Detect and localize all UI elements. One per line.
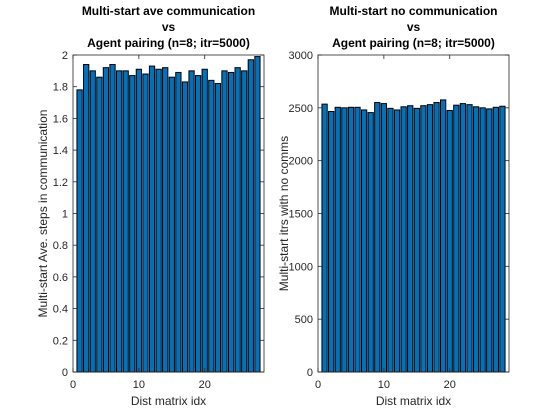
left-xlabel: Dist matrix idx	[131, 394, 206, 408]
right-bar-15	[413, 107, 420, 373]
left-bar-6	[109, 64, 116, 373]
right-ytick-label: 3000	[289, 50, 313, 62]
left-ytick-label: 1.8	[53, 82, 68, 94]
left-bar-28	[254, 56, 261, 373]
left-bar-16	[175, 71, 182, 373]
right-xtick-label: 20	[444, 379, 456, 391]
left-bar-13	[155, 68, 162, 373]
right-bar-20	[446, 109, 453, 373]
left-xtick-label: 20	[199, 379, 211, 391]
right-bar-8	[367, 112, 374, 373]
left-ytick-label: 0.4	[53, 304, 68, 316]
right-xlabel: Dist matrix idx	[376, 394, 451, 408]
right-bar-3	[334, 106, 341, 373]
right-ytick-label: 2500	[289, 103, 313, 115]
right-bar-14	[407, 105, 414, 373]
right-title-line-3: Agent pairing (n=8; itr=5000)	[332, 36, 495, 50]
left-ytick-label: 2	[62, 50, 68, 62]
left-bar-17	[181, 81, 189, 373]
left-ylabel: Multi-start Ave. steps in communication	[36, 110, 50, 318]
left-bar-11	[142, 73, 149, 373]
left-bar-24	[227, 71, 235, 373]
right-ytick-label: 1000	[289, 261, 313, 273]
right-bar-25	[479, 107, 486, 373]
right-xtick-label: 10	[378, 379, 390, 391]
left-xtick-label: 0	[70, 379, 76, 391]
left-bar-15	[168, 76, 175, 373]
right-bar-4	[341, 107, 348, 373]
right-bar-17	[426, 104, 434, 373]
right-bar-5	[347, 106, 355, 373]
right-bar-24	[472, 106, 480, 373]
left-title-line-2: vs	[162, 20, 176, 34]
left-ytick-label: 0.6	[53, 272, 68, 284]
left-bar-25	[234, 67, 241, 373]
right-bar-19	[440, 99, 447, 373]
right-bar-16	[420, 105, 427, 373]
right-bar-2	[328, 111, 335, 373]
right-xtick-label: 0	[315, 379, 321, 391]
left-title-line-3: Agent pairing (n=8; itr=5000)	[87, 36, 250, 50]
left-bar-18	[188, 70, 195, 373]
left-ytick-label: 0.8	[53, 240, 68, 252]
right-ytick-label: 1500	[289, 209, 313, 221]
left-ytick-label: 0	[62, 367, 68, 379]
right-ytick-label: 500	[295, 314, 313, 326]
left-ytick-label: 1.4	[53, 145, 68, 157]
left-bar-23	[221, 70, 228, 373]
right-bar-18	[433, 102, 440, 373]
right-bar-27	[492, 106, 499, 373]
right-ytick-label: 2000	[289, 156, 313, 168]
right-bar-28	[499, 105, 506, 373]
left-bar-21	[208, 79, 215, 373]
left-bar-9	[129, 75, 136, 373]
right-bar-10	[380, 103, 388, 373]
left-bar-1	[76, 89, 83, 373]
right-bar-6	[354, 106, 361, 373]
left-bar-27	[247, 59, 254, 373]
left-bar-20	[201, 68, 208, 373]
right-bar-26	[486, 108, 493, 373]
left-ytick-label: 0.2	[53, 335, 68, 347]
right-chart: 0 500 1000 1500 2000 2500 3000 0 10 20 Dist matrix…	[277, 4, 510, 408]
left-bar-4	[96, 76, 103, 373]
left-bar-26	[241, 70, 248, 373]
right-ytick-label: 0	[307, 367, 313, 379]
right-ylabel: Multi-start itrs with no comms	[277, 136, 291, 291]
right-bar-22	[459, 103, 467, 373]
left-ytick-label: 1.6	[53, 113, 68, 125]
left-bar-10	[135, 68, 142, 373]
right-bar-13	[400, 106, 407, 373]
right-bar-21	[453, 104, 460, 373]
right-title-line-1: Multi-start no communication	[330, 4, 498, 18]
left-bar-22	[214, 83, 222, 373]
right-bar-12	[393, 109, 401, 373]
left-bar-3	[89, 70, 96, 373]
left-ytick-label: 1.2	[53, 177, 68, 189]
left-bar-19	[195, 75, 202, 373]
right-bar-23	[466, 104, 473, 373]
right-bar-9	[374, 102, 381, 373]
left-title-line-1: Multi-start ave communication	[82, 4, 255, 18]
left-xtick-label: 10	[133, 379, 145, 391]
left-bar-7	[115, 70, 123, 373]
right-bar-7	[360, 109, 368, 373]
left-bar-5	[102, 67, 110, 373]
left-bar-2	[83, 64, 90, 373]
left-ytick-label: 1	[62, 209, 68, 221]
left-bar-8	[122, 70, 129, 373]
left-bar-14	[162, 67, 169, 373]
right-title-line-2: vs	[407, 20, 421, 34]
right-bar-11	[387, 107, 394, 373]
left-bar-12	[148, 65, 156, 373]
right-bar-1	[321, 103, 328, 373]
